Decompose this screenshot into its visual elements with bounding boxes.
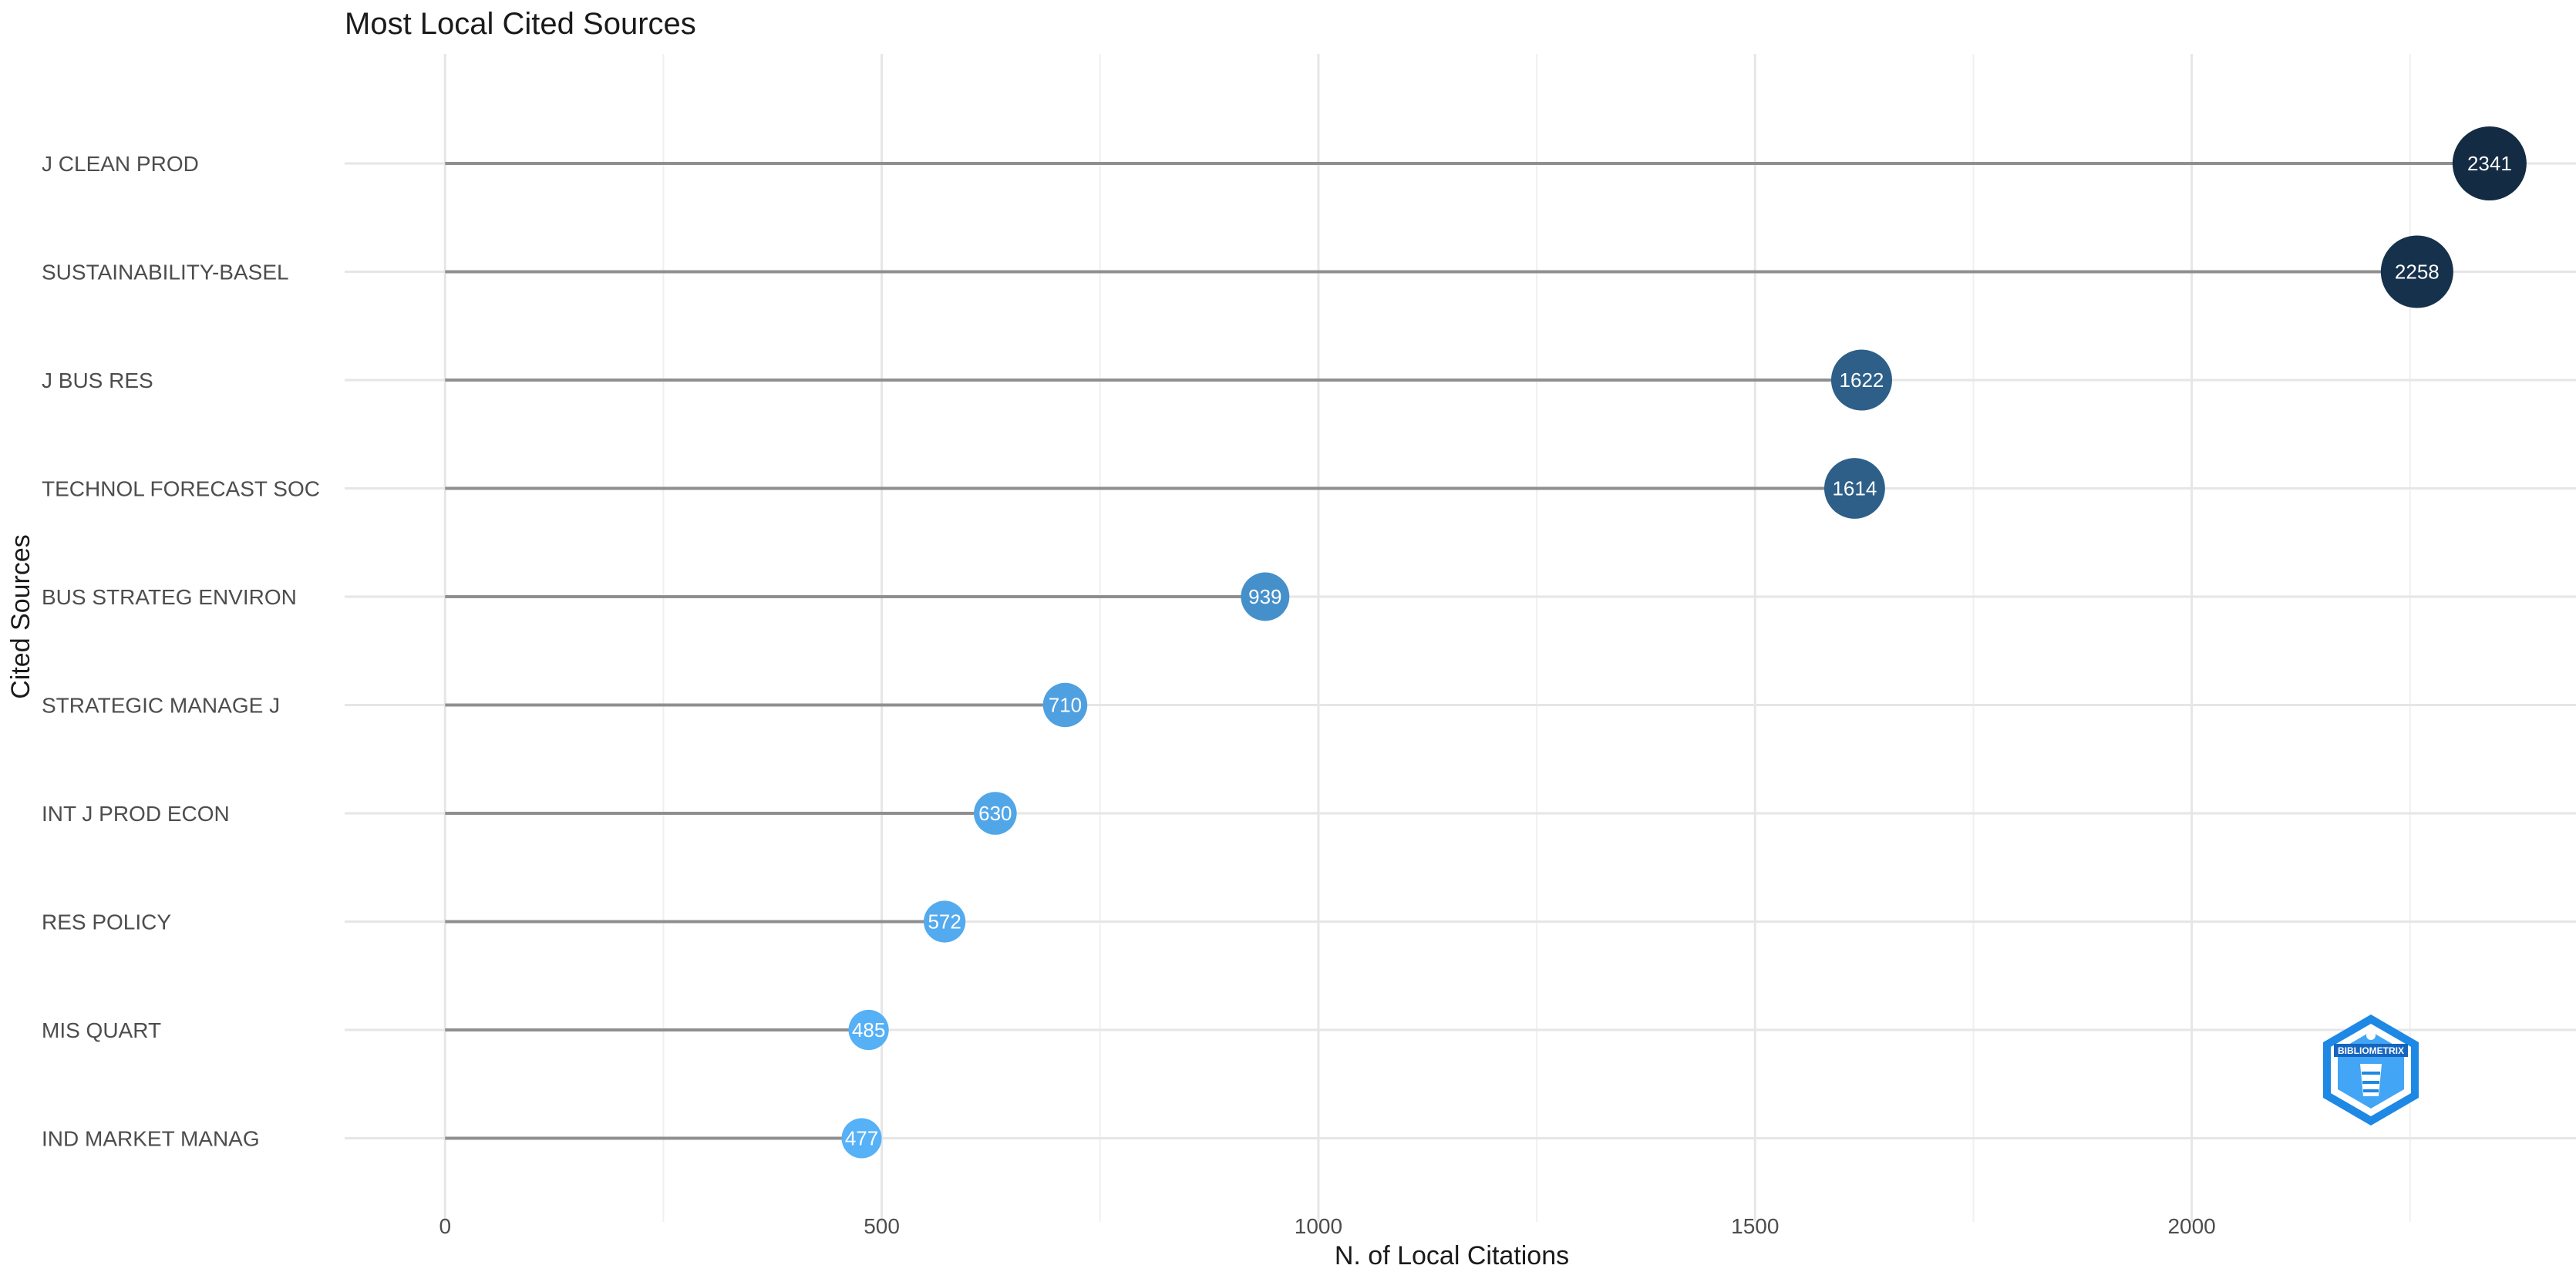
value-label: 2341 [2467, 152, 2512, 175]
x-tick-label: 1500 [1731, 1214, 1779, 1238]
grid-layer [345, 54, 2576, 1222]
lollipop-point [848, 1009, 889, 1051]
bibliometrix-logo-icon: BIBLIOMETRIX [2323, 1015, 2419, 1126]
category-label: BUS STRATEG ENVIRON [42, 585, 297, 609]
lollipop-point [924, 900, 966, 943]
lollipop-point [1042, 682, 1088, 728]
lollipop-point [2380, 235, 2453, 308]
value-label: 630 [978, 802, 1012, 825]
lollipop-point [841, 1118, 882, 1159]
category-label: J BUS RES [42, 368, 153, 392]
category-labels: J CLEAN PROD SUSTAINABILITY-BASEL J BUS RE… [42, 152, 320, 1151]
category-label: MIS QUART [42, 1018, 161, 1042]
x-tick-label: 0 [439, 1214, 451, 1238]
category-label: SUSTAINABILITY-BASEL [42, 261, 289, 284]
category-label: IND MARKET MANAG [42, 1127, 260, 1151]
value-label: 1622 [1840, 368, 1884, 392]
category-label: RES POLICY [42, 910, 171, 934]
value-label: 2258 [2395, 261, 2440, 284]
x-tick-label: 1000 [1295, 1214, 1342, 1238]
lollipop-point [2452, 126, 2527, 200]
value-label: 485 [852, 1018, 885, 1041]
lollipop-point [1823, 458, 1885, 519]
category-label: STRATEGIC MANAGE J [42, 694, 280, 718]
lollipop-point [1241, 572, 1290, 621]
points-layer: 2341 2258 1622 1614 939 710 630 572 485 477 [841, 126, 2527, 1159]
y-axis-title: Cited Sources [6, 534, 35, 699]
x-axis-title: N. of Local Citations [1335, 1241, 1569, 1270]
value-label: 939 [1248, 585, 1281, 608]
lollipop-point [1830, 349, 1892, 411]
x-tick-label: 500 [864, 1214, 900, 1238]
category-label: INT J PROD ECON [42, 802, 230, 826]
value-label: 1614 [1832, 477, 1877, 500]
stems-layer [445, 162, 2490, 1140]
logo-text: BIBLIOMETRIX [2338, 1045, 2404, 1056]
x-tick-labels: 0 500 1000 1500 2000 [439, 1214, 2215, 1238]
value-label: 477 [845, 1127, 878, 1150]
value-label: 710 [1049, 694, 1082, 717]
category-label: TECHNOL FORECAST SOC [42, 477, 320, 501]
lollipop-point [974, 792, 1017, 835]
chart-title: Most Local Cited Sources [345, 7, 696, 41]
value-label: 572 [928, 910, 961, 934]
x-tick-label: 2000 [2167, 1214, 2215, 1238]
category-label: J CLEAN PROD [42, 152, 199, 176]
